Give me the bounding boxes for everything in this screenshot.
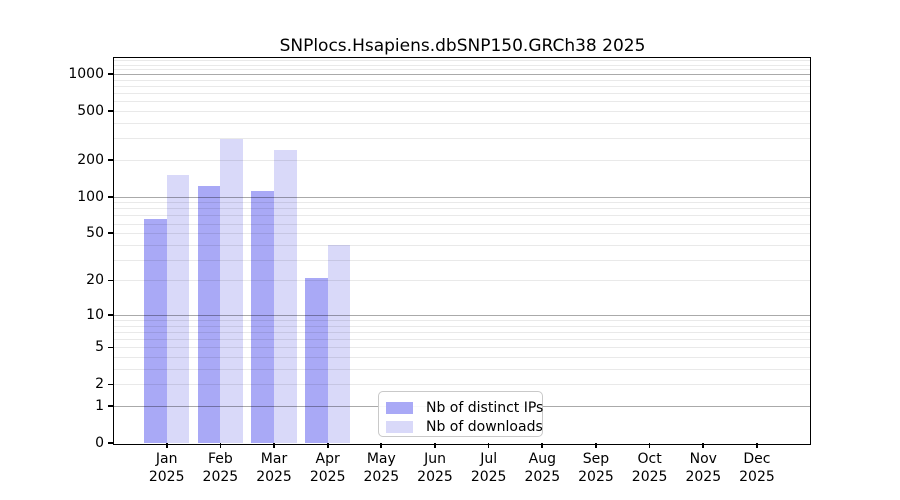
gridline-1300	[114, 60, 811, 62]
gridline-4	[114, 357, 811, 359]
y-axis-tick-mark	[108, 346, 114, 349]
gridline-9	[114, 320, 811, 322]
gridline-100	[114, 196, 811, 198]
y-axis-tick-label: 500	[77, 103, 104, 120]
gridline-80	[114, 208, 811, 210]
legend-item-downloads: Nb of downloads	[386, 417, 543, 436]
y-axis-tick-label: 50	[86, 225, 104, 242]
x-axis-tick-label-oct: Oct 2025	[631, 451, 668, 485]
gridline-70	[114, 215, 811, 217]
x-axis-tick-mark	[434, 443, 436, 448]
x-axis-tick-label-may: May 2025	[363, 451, 400, 485]
gridline-700	[114, 93, 811, 95]
x-axis-tick-label-mar: Mar 2025	[256, 451, 292, 485]
y-axis-tick-label: 2	[95, 376, 104, 393]
legend-label: Nb of distinct IPs	[426, 399, 544, 416]
gridline-400	[114, 123, 811, 125]
x-axis-tick-label-jul: Jul 2025	[470, 451, 507, 485]
y-axis-tick-mark	[108, 110, 114, 113]
chart-title: SNPlocs.Hsapiens.dbSNP150.GRCh38 2025	[279, 36, 646, 56]
x-axis-tick-mark	[380, 443, 383, 448]
gridline-60	[114, 223, 811, 225]
y-axis-tick-mark	[108, 195, 114, 198]
y-axis-tick-mark	[108, 314, 114, 316]
gridline-6	[114, 339, 811, 341]
gridline-1200	[114, 64, 811, 66]
gridline-1100	[114, 69, 811, 71]
y-axis-tick-mark	[108, 159, 114, 161]
x-axis-tick-mark	[541, 443, 544, 448]
legend-item-distinct-ips: Nb of distinct IPs	[386, 398, 544, 417]
x-axis-tick-mark	[756, 443, 758, 448]
y-axis-tick-mark	[108, 442, 114, 444]
gridline-50	[114, 233, 811, 235]
gridline-3	[114, 369, 811, 370]
gridline-800	[114, 86, 811, 88]
y-axis-tick-label: 1	[95, 398, 104, 414]
bar-distinct-ips-mar	[251, 190, 274, 443]
bar-downloads-jan	[166, 174, 190, 443]
gridline-7	[114, 332, 811, 333]
bar-downloads-apr	[327, 244, 351, 443]
bar-downloads-feb	[220, 138, 243, 443]
gridline-90	[114, 202, 811, 204]
y-axis-tick-mark	[108, 279, 114, 282]
gridline-1000	[114, 74, 811, 76]
gridline-30	[114, 259, 811, 261]
x-axis-tick-label-nov: Nov 2025	[685, 451, 722, 485]
gridline-40	[114, 244, 811, 246]
x-axis-tick-mark	[219, 443, 222, 448]
y-axis-tick-label: 5	[95, 339, 104, 356]
y-axis-tick-mark	[108, 232, 114, 234]
x-axis-tick-label-dec: Dec 2025	[739, 451, 775, 485]
y-axis-tick-mark	[108, 405, 114, 407]
x-axis-tick-mark	[702, 443, 705, 448]
bar-distinct-ips-feb	[197, 185, 221, 443]
bar-downloads-mar	[274, 150, 297, 443]
gridline-10	[114, 315, 811, 316]
distinct-ips-swatch	[386, 401, 413, 414]
gridline-8	[114, 325, 811, 327]
x-axis-tick-label-apr: Apr 2025	[309, 451, 346, 485]
x-axis-tick-label-jan: Jan 2025	[148, 451, 185, 485]
x-axis-tick-label-sep: Sep 2025	[578, 451, 614, 485]
gridline-2	[114, 384, 811, 386]
x-axis-tick-label-feb: Feb 2025	[202, 451, 239, 485]
plot-area	[114, 58, 811, 443]
gridline-300	[114, 138, 811, 140]
x-axis-tick-mark	[273, 443, 275, 448]
bar-distinct-ips-apr	[305, 278, 328, 443]
legend: Nb of distinct IPs Nb of downloads	[378, 391, 543, 437]
y-axis-tick-label: 20	[86, 272, 104, 289]
y-axis-tick-label: 0	[95, 435, 104, 451]
downloads-swatch	[386, 420, 413, 433]
legend-label: Nb of downloads	[426, 418, 543, 435]
gridline-900	[114, 79, 811, 81]
gridline-200	[114, 159, 811, 161]
gridline-600	[114, 101, 811, 103]
x-axis-tick-mark	[487, 443, 490, 448]
bar-distinct-ips-jan	[144, 219, 167, 443]
gridline-20	[114, 280, 811, 282]
x-axis-tick-label-jun: Jun 2025	[417, 451, 453, 485]
y-axis-tick-mark	[108, 73, 114, 76]
x-axis-tick-mark	[326, 443, 329, 448]
gridline-5	[114, 347, 811, 349]
y-axis-tick-label: 1000	[68, 66, 104, 83]
y-axis-tick-label: 100	[77, 188, 104, 205]
gridline-500	[114, 111, 811, 113]
x-axis-tick-mark	[165, 443, 168, 448]
y-axis-tick-mark	[108, 383, 114, 386]
x-axis-tick-label-aug: Aug 2025	[524, 451, 561, 485]
x-axis-tick-mark	[648, 443, 651, 448]
x-axis-tick-mark	[595, 443, 597, 448]
y-axis-tick-label: 10	[86, 307, 104, 323]
y-axis-tick-label: 200	[77, 151, 104, 168]
